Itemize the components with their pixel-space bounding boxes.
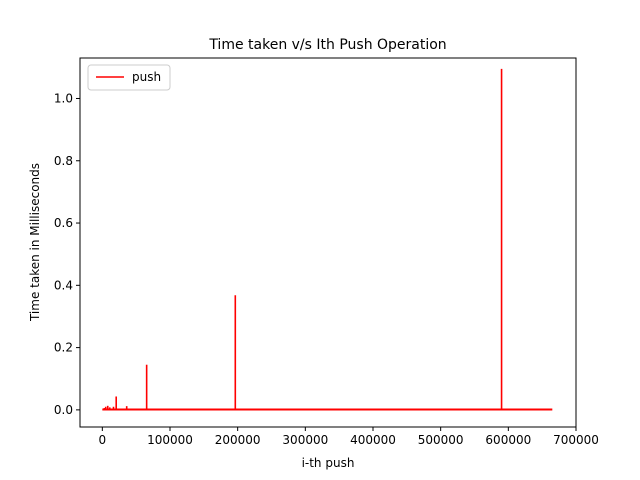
x-axis-label: i-th push xyxy=(302,456,355,470)
x-tick-label: 500000 xyxy=(418,433,464,447)
x-tick-label: 600000 xyxy=(485,433,531,447)
x-tick-label: 700000 xyxy=(553,433,599,447)
legend-label-push: push xyxy=(132,70,161,84)
y-axis-label: Time taken in Milliseconds xyxy=(28,163,42,322)
axes-frame xyxy=(79,57,577,428)
y-tick-label: 0.0 xyxy=(54,403,73,417)
plot-area xyxy=(102,68,553,411)
x-tick-label: 100000 xyxy=(147,433,193,447)
y-tick-label: 0.6 xyxy=(54,216,73,230)
chart-title: Time taken v/s Ith Push Operation xyxy=(208,37,446,53)
y-tick-label: 0.4 xyxy=(54,278,73,292)
x-tick-label: 200000 xyxy=(215,433,261,447)
x-axis: 0 100000 200000 300000 400000 500000 600000 700… xyxy=(99,427,599,447)
legend-frame xyxy=(87,64,171,91)
x-tick-label: 400000 xyxy=(350,433,396,447)
legend: push xyxy=(87,64,171,91)
y-tick-label: 1.0 xyxy=(54,91,73,105)
y-axis: 0.0 0.2 0.4 0.6 0.8 1.0 xyxy=(54,91,80,417)
y-tick-label: 0.2 xyxy=(54,341,73,355)
x-tick-label: 300000 xyxy=(282,433,328,447)
x-tick-label: 0 xyxy=(99,433,107,447)
y-tick-label: 0.8 xyxy=(54,154,73,168)
